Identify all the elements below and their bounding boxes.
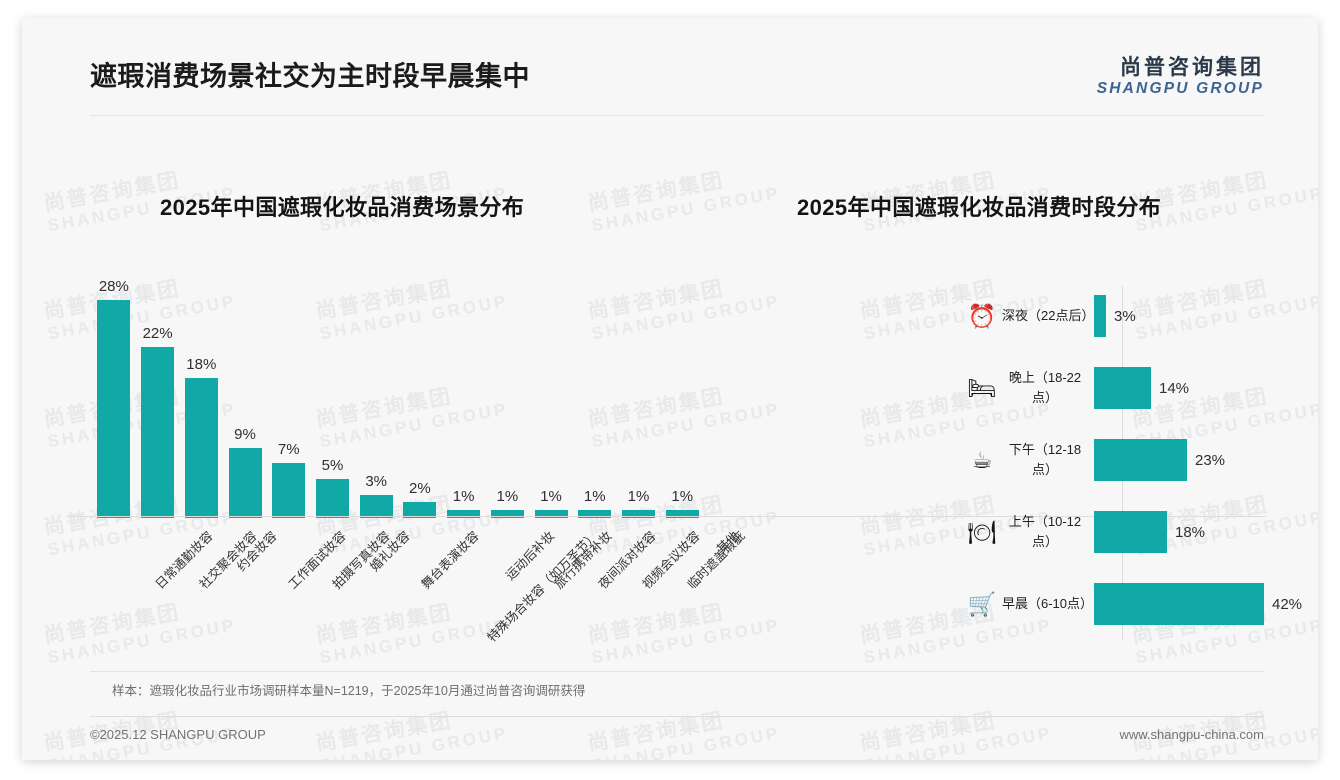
bar-column: 1%: [485, 268, 529, 518]
bar-column: 5%: [311, 268, 355, 518]
bar[interactable]: [1094, 295, 1106, 337]
left-chart-title: 2025年中国遮瑕化妆品消费场景分布: [160, 195, 525, 220]
bar[interactable]: [272, 463, 306, 518]
scene-distribution-chart: 28% 22% 18% 9% 7% 5% 3% 2% 1% 1% 1% 1% 1% 1%: [68, 268, 708, 518]
bar-value-label: 1%: [540, 488, 562, 505]
brand-logo: 尚普咨询集团 SHANGPU GROUP: [1097, 56, 1264, 98]
bar-column: 1%: [617, 268, 661, 518]
bar-column: 1%: [529, 268, 573, 518]
bar-value-label: 7%: [277, 441, 300, 458]
bar-column: 28%: [92, 268, 136, 518]
bar-value-label: 1%: [583, 488, 606, 505]
bar-value-label: 1%: [496, 488, 519, 505]
bar-value-label: 22%: [142, 325, 173, 342]
copyright-text: ©2025.12 SHANGPU GROUP: [90, 727, 266, 742]
bar-column: 2%: [398, 268, 442, 518]
alarm-clock-icon: ⏰: [967, 302, 997, 329]
bar-track: 23%: [1094, 424, 1292, 496]
bar[interactable]: [97, 300, 131, 518]
bar-track: 14%: [1094, 352, 1292, 424]
bar[interactable]: [665, 510, 699, 518]
brand-name-en: SHANGPU GROUP: [1096, 79, 1264, 97]
slide-canvas: 尚普咨询集团 SHANGPU GROUP 尚普咨询集团 SHANGPU GROUP 尚普…: [22, 18, 1318, 760]
time-slot-row: ⏰ 深夜（22点后） 3%: [962, 280, 1292, 352]
bar-column: 22%: [136, 268, 180, 518]
bar[interactable]: [184, 378, 218, 518]
time-distribution-chart: ⏰ 深夜（22点后） 3% 🛏 晚上（18-22点） 14% ☕ 下午（12-18点） 23% 🍽…: [962, 280, 1302, 645]
bar-track: 18%: [1094, 496, 1292, 568]
time-slot-row: 🛏 晚上（18-22点） 14%: [962, 352, 1292, 424]
bar-column: 1%: [660, 268, 704, 518]
bar-value-label: 3%: [365, 473, 388, 490]
sample-note: 样本：遮瑕化妆品行业市场调研样本量N=1219，于2025年10月通过尚普咨询调…: [112, 684, 586, 698]
bar-value-label: 14%: [1159, 379, 1190, 397]
vertical-bars-container: 28% 22% 18% 9% 7% 5% 3% 2% 1% 1% 1% 1% 1% 1%: [92, 268, 704, 518]
bar[interactable]: [1094, 367, 1151, 409]
bar-column: 7%: [267, 268, 311, 518]
brand-name-cn: 尚普咨询集团: [1120, 56, 1264, 79]
coffee-cup-icon: ☕: [971, 446, 993, 473]
bar-value-label: 23%: [1195, 451, 1226, 469]
footer-divider: [90, 716, 1264, 717]
bar-value-label: 1%: [452, 488, 475, 505]
website-link[interactable]: www.shangpu-china.com: [1119, 727, 1264, 742]
right-chart-title: 2025年中国遮瑕化妆品消费时段分布: [797, 195, 1162, 220]
time-slot-label: 早晨（6-10点）: [1002, 595, 1094, 611]
bar[interactable]: [141, 347, 175, 518]
bar-column: 3%: [354, 268, 398, 518]
left-chart-axis: [68, 516, 1266, 517]
bar-track: 42%: [1094, 568, 1302, 640]
time-slot-label: 晚上（18-22点）: [1008, 369, 1082, 405]
bar-value-label: 18%: [186, 356, 217, 373]
bar[interactable]: [447, 510, 481, 518]
bar-track: 3%: [1094, 280, 1292, 352]
category-label: 舞台表演妆容: [418, 528, 482, 592]
bar-column: 1%: [573, 268, 617, 518]
bar-value-label: 18%: [1175, 523, 1206, 541]
bar-value-label: 1%: [627, 488, 650, 505]
header-divider: [90, 115, 1264, 116]
time-slot-label: 上午（10-12点）: [1008, 513, 1082, 549]
bar-value-label: 28%: [98, 278, 129, 295]
time-slot-label: 下午（12-18点）: [1008, 441, 1082, 477]
bar[interactable]: [621, 510, 655, 518]
bar[interactable]: [403, 502, 437, 518]
bar[interactable]: [490, 510, 524, 518]
bar-value-label: 1%: [671, 488, 694, 505]
bar-column: 18%: [179, 268, 223, 518]
bar[interactable]: [1094, 511, 1167, 553]
bar[interactable]: [315, 479, 349, 518]
time-slot-row: 🍽 上午（10-12点） 18%: [962, 496, 1292, 568]
time-slot-row: 🛒 早晨（6-10点） 42%: [962, 568, 1302, 640]
shopping-cart-icon: 🛒: [967, 590, 997, 617]
footnote-divider: [90, 671, 1264, 672]
plate-cutlery-icon: 🍽: [967, 518, 997, 545]
bar[interactable]: [1094, 439, 1187, 481]
bar-column: 9%: [223, 268, 267, 518]
bar-value-label: 3%: [1114, 307, 1136, 325]
time-slot-row: ☕ 下午（12-18点） 23%: [962, 424, 1292, 496]
bed-icon: 🛏: [967, 374, 997, 401]
bar-column: 1%: [442, 268, 486, 518]
bar[interactable]: [534, 510, 568, 518]
bar-value-label: 5%: [321, 457, 344, 474]
page-title: 遮瑕消费场景社交为主时段早晨集中: [90, 61, 530, 92]
bar[interactable]: [1094, 583, 1264, 625]
bar[interactable]: [359, 495, 393, 518]
bar-value-label: 42%: [1272, 595, 1303, 613]
bar-value-label: 9%: [234, 426, 256, 443]
slide-header: 遮瑕消费场景社交为主时段早晨集中 尚普咨询集团 SHANGPU GROUP: [22, 18, 1318, 116]
bar[interactable]: [228, 448, 262, 518]
time-slot-label: 深夜（22点后）: [1002, 307, 1095, 323]
bar-value-label: 2%: [409, 480, 431, 497]
left-chart-category-labels: 日常通勤妆容 社交聚会妆容 约会妆容 工作面试妆容 拍摄写真妆容 婚礼妆容 舞台表演妆容 特殊…: [92, 520, 748, 670]
bar[interactable]: [578, 510, 612, 518]
